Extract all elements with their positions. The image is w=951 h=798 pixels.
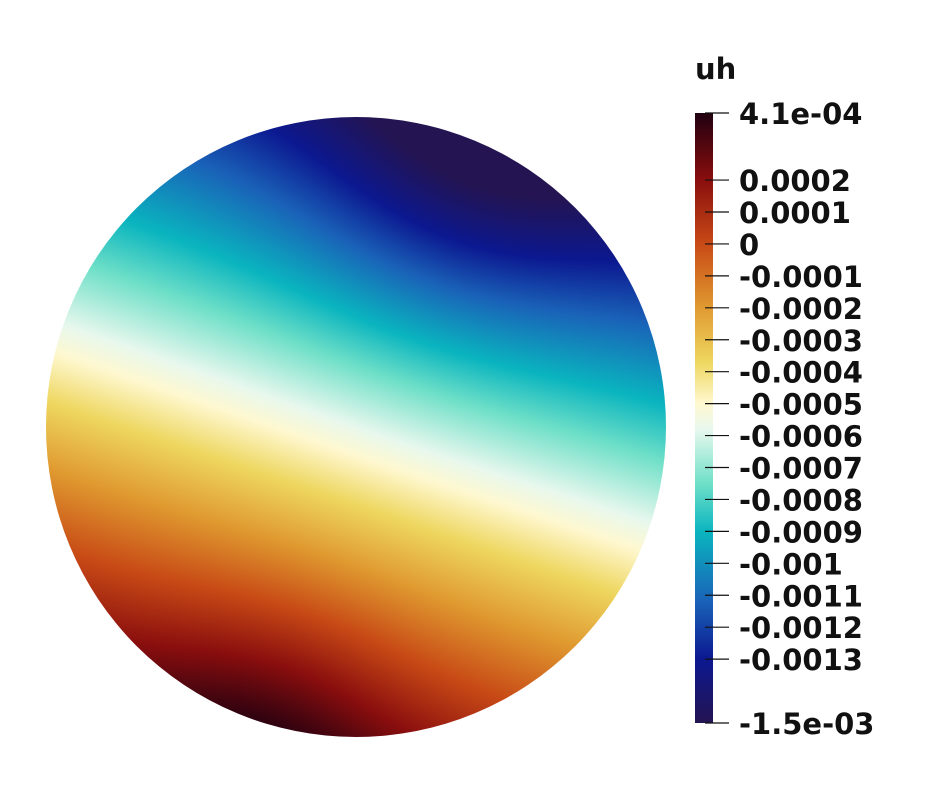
tick-1-label: 0.0001 (739, 196, 851, 230)
tick-12-label: -0.001 (739, 547, 843, 581)
tick-7-label: -0.0005 (739, 388, 863, 422)
tick-max-label: 4.1e-04 (739, 97, 862, 131)
legend-title: uh (695, 52, 736, 86)
tick-6-label: -0.0004 (739, 356, 863, 390)
tick-10-label: -0.0008 (739, 483, 863, 517)
tick-14-label: -0.0012 (739, 611, 863, 645)
tick-min-label: -1.5e-03 (739, 707, 874, 741)
tick-3-label: -0.0001 (739, 260, 863, 294)
field-heatmap (46, 117, 666, 737)
tick-0-label: 0.0002 (739, 164, 851, 198)
tick-5-label: -0.0003 (739, 324, 863, 358)
tick-9-label: -0.0007 (739, 452, 863, 486)
tick-2-label: 0 (739, 228, 759, 262)
tick-13-label: -0.0011 (739, 579, 863, 613)
field-disk (46, 117, 666, 737)
tick-11-label: -0.0009 (739, 515, 863, 549)
tick-8-label: -0.0006 (739, 420, 863, 454)
tick-15-label: -0.0013 (739, 643, 863, 677)
colorbar (695, 113, 713, 723)
tick-4-label: -0.0002 (739, 292, 863, 326)
color-legend: uh 4.1e-040.00020.00010-0.0001-0.0002-0.… (695, 52, 874, 741)
colorbar-ticks: 4.1e-040.00020.00010-0.0001-0.0002-0.000… (705, 97, 874, 741)
